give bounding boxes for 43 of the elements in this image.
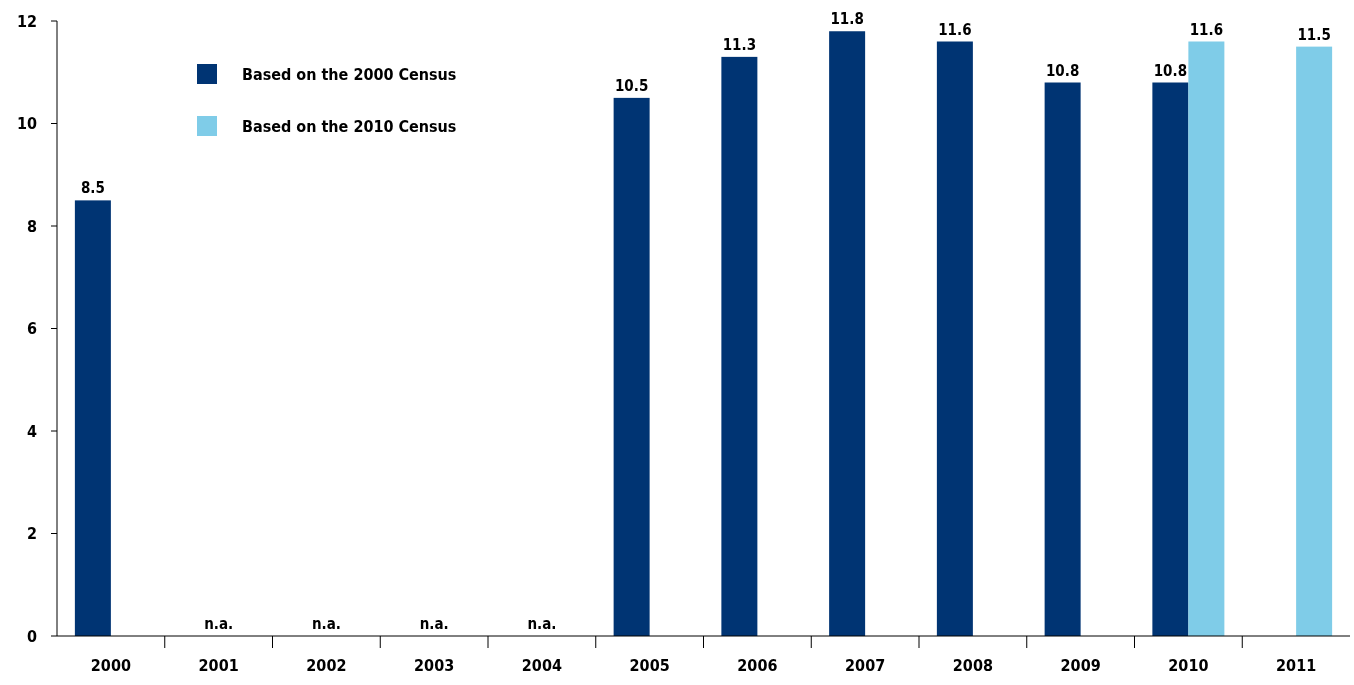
- x-tick-label: 2006: [737, 656, 778, 675]
- data-label: 11.6: [1189, 20, 1224, 39]
- data-label: 11.3: [722, 35, 757, 54]
- data-label: 10.5: [614, 76, 649, 95]
- x-tick-label: 2008: [952, 656, 993, 675]
- x-tick-label: 2003: [414, 656, 455, 675]
- data-label: 11.5: [1297, 25, 1331, 44]
- data-label: 8.5: [80, 179, 105, 198]
- y-tick-label: 8: [26, 216, 37, 236]
- data-label: 11.6: [938, 20, 972, 39]
- bar: [936, 41, 973, 636]
- x-tick-label: 2009: [1060, 656, 1101, 675]
- bar: [1296, 46, 1333, 636]
- y-tick-label: 4: [26, 421, 37, 441]
- x-tick-label: 2004: [521, 656, 562, 675]
- x-tick-label: 2010: [1168, 656, 1209, 675]
- text: n.a.: [527, 615, 557, 633]
- text: n.a.: [204, 615, 234, 633]
- y-tick-label: 0: [26, 626, 37, 646]
- x-tick-label: 2005: [629, 656, 670, 675]
- legend-label: Based on the 2010 Census: [242, 116, 457, 136]
- bar: [613, 97, 650, 636]
- y-tick-label: 12: [16, 11, 37, 31]
- data-label: 10.8: [1153, 61, 1188, 80]
- bar: [721, 56, 758, 636]
- x-tick-label: 2011: [1276, 656, 1317, 675]
- bar: [829, 31, 866, 636]
- y-tick-label: 2: [26, 524, 37, 544]
- data-label: 11.8: [830, 10, 864, 29]
- x-tick-label: 2002: [306, 656, 347, 675]
- x-tick-label: 2007: [845, 656, 886, 675]
- bar: [74, 200, 111, 636]
- data-label: 10.8: [1045, 61, 1080, 80]
- text: n.a.: [311, 615, 341, 633]
- bar: [1188, 41, 1225, 636]
- x-tick-label: 2001: [198, 656, 239, 675]
- x-tick-label: 2000: [90, 656, 131, 675]
- legend-label: Based on the 2000 Census: [242, 64, 457, 84]
- y-tick-label: 6: [26, 319, 37, 339]
- text: n.a.: [419, 615, 449, 633]
- bar: [1152, 82, 1189, 636]
- y-tick-label: 10: [16, 114, 37, 134]
- bar: [1044, 82, 1081, 636]
